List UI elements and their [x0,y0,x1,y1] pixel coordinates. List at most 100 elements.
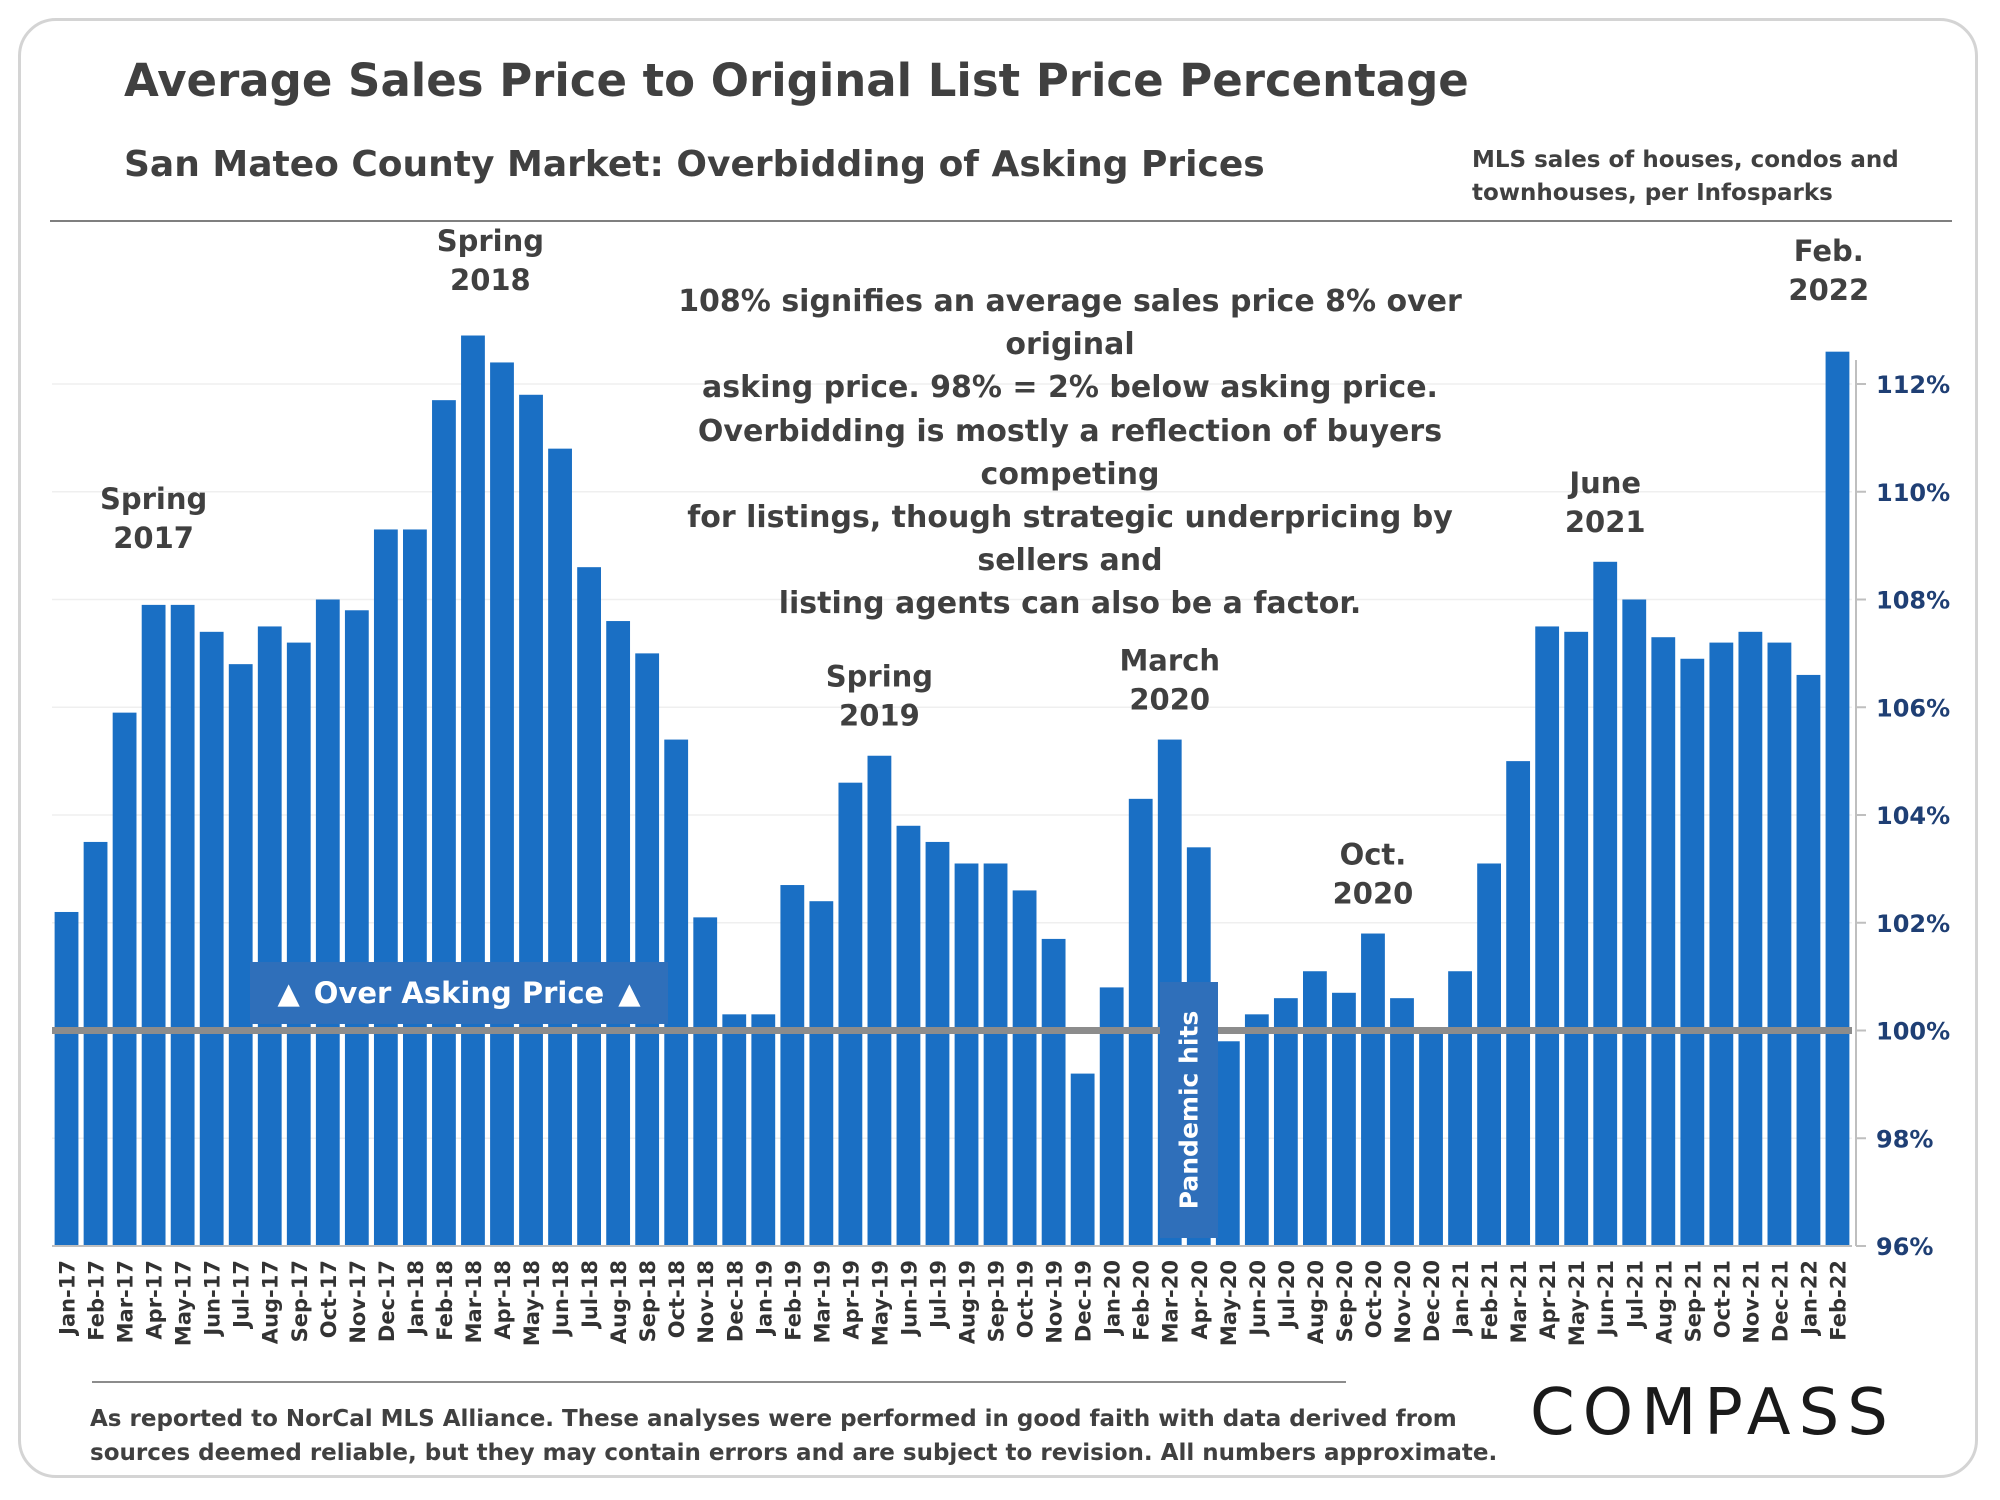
x-tick-label: Jul-19 [926,1260,950,1330]
y-tick-label: 110% [1876,479,1950,507]
bar [809,901,834,1246]
bar [664,739,689,1246]
annotation-label: 2019 [839,699,920,733]
x-tick-label: Sep-20 [1333,1260,1357,1342]
x-tick-label: Nov-21 [1739,1260,1763,1344]
bar [867,755,892,1246]
bar [1273,998,1298,1246]
bar [112,712,137,1246]
x-tick-label: May-21 [1565,1260,1589,1346]
bar [54,911,79,1246]
x-tick-label: Jan-17 [56,1260,80,1337]
x-tick-label: Sep-17 [288,1260,312,1342]
bar [373,529,398,1246]
bar [838,782,863,1246]
x-tick-label: Jan-18 [404,1260,428,1337]
x-tick-label: Jun-17 [201,1260,225,1338]
bar [1041,938,1066,1246]
x-tick-label: Mar-19 [810,1260,834,1343]
up-triangle-icon: ▲ [618,976,641,1010]
source-line: MLS sales of houses, condos and [1472,147,1899,173]
annotation-label: 2020 [1333,877,1414,911]
x-tick-label: Jul-18 [578,1260,602,1330]
bar [606,621,631,1246]
x-tick-label: Jul-20 [1275,1260,1299,1330]
note-line: for listings, though strategic underpric… [687,500,1453,578]
x-tick-label: Aug-18 [607,1260,631,1344]
bar [461,335,485,1246]
x-tick-label: Apr-18 [491,1260,515,1340]
bar [1215,1041,1240,1246]
bar [983,863,1008,1246]
bar [1419,1030,1443,1246]
x-tick-label: Feb-17 [85,1260,109,1341]
source-line: townhouses, per Infosparks [1472,180,1833,206]
x-tick-label: Apr-21 [1536,1260,1560,1340]
bar [548,448,572,1246]
x-tick-label: Oct-19 [1014,1260,1038,1338]
bar [1709,642,1734,1246]
x-tick-label: Jun-20 [1246,1260,1270,1338]
x-tick-label: Apr-20 [1188,1260,1212,1340]
x-tick-label: Nov-20 [1391,1260,1415,1344]
y-tick-label: 108% [1876,587,1950,615]
x-tick-label: Jan-22 [1797,1260,1821,1337]
bar [1303,971,1327,1246]
x-tick-label: May-20 [1217,1260,1241,1346]
bar [925,841,950,1246]
bar [432,400,456,1247]
x-tick-label: Jan-19 [752,1260,776,1337]
bar [1244,1014,1269,1246]
bar [1448,971,1472,1246]
bar [1361,933,1385,1246]
annotation-label: 2020 [1129,683,1210,717]
bar [693,917,718,1246]
bar [170,604,195,1246]
x-tick-label: Jan-21 [1449,1260,1473,1337]
x-tick-label: Oct-20 [1362,1260,1386,1338]
annotation-label: June [1567,466,1641,500]
x-tick-label: Mar-17 [114,1260,138,1343]
bar [1070,1073,1095,1246]
x-tick-label: Dec-19 [1072,1260,1096,1342]
bar [1622,599,1647,1246]
bar [286,642,311,1246]
bar [954,863,979,1246]
x-tick-label: Feb-22 [1826,1260,1850,1341]
disclaimer-line: As reported to NorCal MLS Alliance. Thes… [90,1406,1457,1432]
bar [1738,631,1763,1246]
y-tick-label: 104% [1876,802,1950,830]
pandemic-label: Pandemic hits [1160,982,1218,1238]
bar [199,631,224,1246]
x-tick-label: Mar-20 [1159,1260,1183,1343]
note-line: 108% signifies an average sales price 8%… [678,284,1462,362]
annotation-label: Oct. [1340,838,1407,872]
chart-title: Average Sales Price to Original List Pri… [124,54,1469,107]
annotation-label: Spring [437,224,544,258]
x-tick-label: Apr-17 [143,1260,167,1340]
x-tick-label: Jul-21 [1623,1260,1647,1330]
bar [1680,658,1705,1246]
x-tick-label: Aug-19 [956,1260,980,1344]
x-tick-label: Dec-20 [1420,1260,1444,1342]
y-tick-label: 100% [1876,1018,1950,1046]
disclaimer: As reported to NorCal MLS Alliance. Thes… [90,1402,1497,1470]
bar [1651,637,1676,1246]
annotation-label: 2018 [450,263,531,297]
chart-subtitle: San Mateo County Market: Overbidding of … [124,144,1265,185]
bar [780,885,805,1246]
explanation-note: 108% signifies an average sales price 8%… [640,280,1500,409]
bar [1390,998,1414,1246]
bar [1593,561,1618,1246]
x-tick-label: Apr-19 [839,1260,863,1340]
bar [228,664,253,1246]
x-tick-label: Sep-19 [985,1260,1009,1342]
x-tick-label: Nov-18 [694,1260,718,1344]
bar [257,626,282,1246]
x-tick-label: Feb-20 [1130,1260,1154,1341]
x-tick-label: Feb-19 [781,1260,805,1341]
over-asking-label: ▲ Over Asking Price ▲ [250,962,668,1024]
x-tick-label: Mar-21 [1507,1260,1531,1343]
bar [1099,987,1124,1246]
